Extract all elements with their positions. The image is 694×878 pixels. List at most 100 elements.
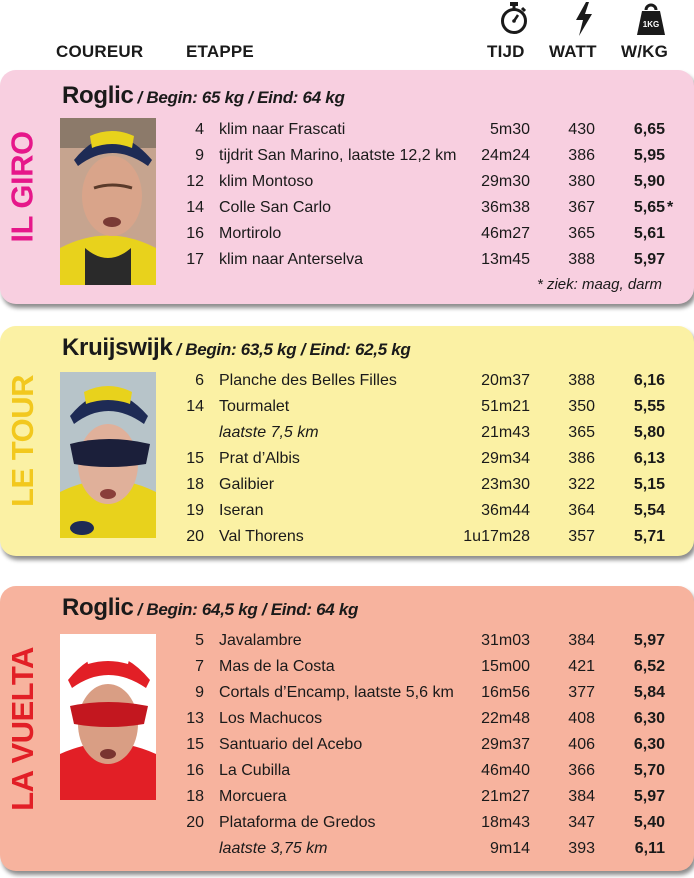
stage-number: 17	[186, 251, 204, 268]
rider-photo	[60, 372, 156, 538]
climb-name: La Cubilla	[219, 762, 291, 779]
table-row: laatste 3,75 km 9m14 393 6,11	[0, 837, 694, 863]
watt-value: 366	[568, 762, 595, 779]
watt-value: 384	[568, 632, 595, 649]
climb-name: Val Thorens	[219, 528, 304, 545]
climb-name: tijdrit San Marino, laatste 12,2 km	[219, 147, 457, 164]
stage-number: 9	[195, 684, 204, 701]
table-row: 9 tijdrit San Marino, laatste 12,2 km 24m2…	[0, 144, 694, 170]
time-value: 46m27	[481, 225, 530, 242]
col-rider-header: COUREUR	[56, 42, 144, 61]
table-row: 18 Morcuera 21m27 384 5,97	[0, 785, 694, 811]
stage-number: 16	[186, 225, 204, 242]
footnote: * ziek: maag, darm	[536, 276, 662, 293]
table-row: 20 Plataforma de Gredos 18m43 347 5,40	[0, 811, 694, 837]
stage-number: 18	[186, 476, 204, 493]
table-row: 16 La Cubilla 46m40 366 5,70	[0, 759, 694, 785]
wkg-value: 5,15	[633, 476, 665, 493]
climb-name: Plataforma de Gredos	[219, 814, 376, 831]
watt-value: 384	[568, 788, 595, 805]
wkg-value: 6,52	[633, 658, 665, 675]
vuelta-rider: Roglic / Begin: 64,5 kg / Eind: 64 kg	[62, 594, 358, 622]
table-row: 4 klim naar Frascati 5m30 430 6,65	[0, 118, 694, 144]
climb-name: Planche des Belles Filles	[219, 372, 397, 389]
table-row: 14 Colle San Carlo 36m38 367 5,65 *	[0, 196, 694, 222]
climb-name: klim naar Anterselva	[219, 251, 364, 268]
stopwatch-icon	[498, 2, 530, 36]
stage-number: 9	[195, 147, 204, 164]
climb-name: klim naar Frascati	[219, 121, 346, 138]
time-value: 29m37	[481, 736, 530, 753]
stage-number: 15	[186, 450, 204, 467]
wkg-value: 5,55	[633, 398, 665, 415]
watt-value: 377	[568, 684, 595, 701]
watt-value: 406	[568, 736, 595, 753]
table-row: 20 Val Thorens 1u17m28 357 5,71	[0, 525, 694, 551]
climb-name: Mortirolo	[219, 225, 282, 242]
svg-text:1KG: 1KG	[643, 20, 659, 29]
time-value: 21m43	[481, 424, 530, 441]
wkg-value: 5,95	[633, 147, 665, 164]
time-value: 18m43	[481, 814, 530, 831]
table-row: 17 klim naar Anterselva 13m45 388 5,97	[0, 248, 694, 274]
table-row: 6 Planche des Belles Filles 20m37 388 6,16	[0, 369, 694, 395]
col-watt-header: WATT	[549, 42, 597, 61]
stage-number: 5	[195, 632, 204, 649]
lightning-icon	[568, 2, 600, 36]
climb-name: Javalambre	[219, 632, 302, 649]
watt-value: 380	[568, 173, 595, 190]
watt-value: 430	[568, 121, 595, 138]
stage-number: 20	[186, 528, 204, 545]
climb-name: klim Montoso	[219, 173, 314, 190]
rider-photo	[60, 634, 156, 800]
climb-name: Tourmalet	[219, 398, 290, 415]
time-value: 29m30	[481, 173, 530, 190]
table-row: 15 Prat d’Albis 29m34 386 6,13	[0, 447, 694, 473]
time-value: 16m56	[481, 684, 530, 701]
wkg-value: 5,90	[633, 173, 665, 190]
time-value: 51m21	[481, 398, 530, 415]
wkg-value: 5,97	[633, 632, 665, 649]
stage-number: 12	[186, 173, 204, 190]
time-value: 36m44	[481, 502, 530, 519]
rider-name: Kruijswijk	[62, 334, 173, 361]
watt-value: 350	[568, 398, 595, 415]
time-value: 13m45	[481, 251, 530, 268]
wkg-value: 5,97	[633, 788, 665, 805]
climb-name: Los Machucos	[219, 710, 323, 727]
time-value: 31m03	[481, 632, 530, 649]
stage-number: 18	[186, 788, 204, 805]
watt-value: 365	[568, 424, 595, 441]
wkg-value: 6,16	[633, 372, 665, 389]
stage-number: 13	[186, 710, 204, 727]
col-stage-header: ETAPPE	[186, 42, 254, 61]
stage-number: 14	[186, 199, 204, 216]
stage-number: 6	[195, 372, 204, 389]
stage-number: 7	[195, 658, 204, 675]
time-value: 24m24	[481, 147, 530, 164]
time-value: 5m30	[489, 121, 530, 138]
climb-name: Prat d’Albis	[219, 450, 300, 467]
wkg-value: 5,40	[633, 814, 665, 831]
rider-photo	[60, 118, 156, 285]
watt-value: 357	[568, 528, 595, 545]
tour-section: LE TOUR Kruijswijk / Begin: 63,5 kg / Ein…	[0, 326, 694, 556]
table-row: 14 Tourmalet 51m21 350 5,55	[0, 395, 694, 421]
watt-value: 388	[568, 251, 595, 268]
vuelta-section: LA VUELTA Roglic / Begin: 64,5 kg / Eind:…	[0, 586, 694, 871]
stage-number: 15	[186, 736, 204, 753]
table-row: 9 Cortals d’Encamp, laatste 5,6 km 16m56 37…	[0, 681, 694, 707]
table-row: 5 Javalambre 31m03 384 5,97	[0, 629, 694, 655]
time-value: 21m27	[481, 788, 530, 805]
climb-name: laatste 7,5 km	[219, 424, 319, 441]
watt-value: 367	[568, 199, 595, 216]
climb-name: laatste 3,75 km	[219, 840, 328, 857]
watt-value: 408	[568, 710, 595, 727]
watt-value: 322	[568, 476, 595, 493]
col-wkg-header: W/KG	[621, 42, 669, 61]
climb-name: Colle San Carlo	[219, 199, 332, 216]
climb-name: Iseran	[219, 502, 264, 519]
climb-name: Galibier	[219, 476, 275, 493]
time-value: 29m34	[481, 450, 530, 467]
table-row: 15 Santuario del Acebo 29m37 406 6,30	[0, 733, 694, 759]
